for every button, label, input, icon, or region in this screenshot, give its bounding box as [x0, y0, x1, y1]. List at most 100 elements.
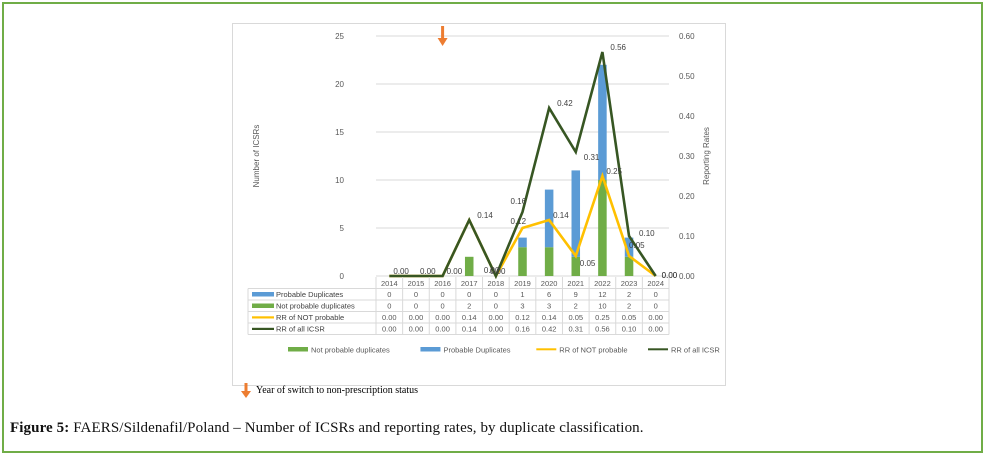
table-legend-key	[252, 292, 274, 297]
table-cell: 0.00	[435, 313, 450, 322]
y2-tick-label: 0.40	[679, 112, 695, 121]
bar-not-probable	[518, 247, 527, 276]
data-label: 0.10	[639, 229, 655, 238]
data-label: 0.00	[484, 266, 500, 275]
y2-tick-label: 0.30	[679, 152, 695, 161]
table-cell: 0	[414, 302, 418, 311]
table-cell: 0	[387, 302, 391, 311]
bar-not-probable	[598, 180, 607, 276]
line-rr-all	[389, 51, 657, 280]
data-label: 0.00	[662, 271, 678, 280]
table-cell: 0.00	[435, 325, 450, 334]
caption-text: FAERS/Sildenafil/Poland – Number of ICSR…	[69, 420, 644, 436]
y2-tick-label: 0.50	[679, 72, 695, 81]
table-cell: 0	[441, 290, 445, 299]
data-label: 0.42	[557, 99, 573, 108]
table-cell: 0	[654, 290, 658, 299]
table-cell: 0.05	[568, 313, 583, 322]
table-cell: 0.14	[542, 313, 557, 322]
legend-label: RR of NOT probable	[559, 346, 627, 355]
bar-not-probable	[624, 256, 634, 276]
data-label: 0.05	[580, 259, 596, 268]
x-tick-label: 2014	[381, 279, 398, 288]
bar-not-probable	[571, 256, 581, 276]
table-cell: 0	[494, 290, 498, 299]
data-label: 0.14	[553, 211, 569, 220]
table-cell: 0.42	[542, 325, 557, 334]
table-cell: 0.12	[515, 313, 530, 322]
table-cell: 2	[627, 302, 631, 311]
table-cell: 0.00	[489, 313, 504, 322]
down-arrow-icon	[241, 383, 251, 398]
legend-label: Probable Duplicates	[443, 346, 510, 355]
bar-probable	[518, 237, 527, 248]
y-tick-label: 5	[340, 224, 345, 233]
table-cell: 0.16	[515, 325, 530, 334]
data-label: 0.16	[511, 197, 527, 206]
table-legend-key	[252, 316, 274, 319]
table-row-label: Probable Duplicates	[276, 290, 343, 299]
table-cell: 0.00	[382, 325, 397, 334]
table-cell: 0.31	[568, 325, 583, 334]
table-row-label: Not probable duplicates	[276, 302, 355, 311]
y-tick-label: 20	[335, 80, 344, 89]
y2-tick-label: 0.60	[679, 32, 695, 41]
data-label: 0.25	[606, 167, 622, 176]
table-cell: 0.25	[595, 313, 610, 322]
data-label: 0.31	[584, 153, 600, 162]
data-label: 0.05	[629, 241, 645, 250]
table-cell: 9	[574, 290, 578, 299]
table-cell: 0	[467, 290, 471, 299]
legend-key	[536, 348, 557, 351]
y2-tick-label: 0.20	[679, 192, 695, 201]
table-cell: 2	[574, 302, 578, 311]
switch-year-arrow-head	[437, 38, 448, 46]
table-cell: 12	[598, 290, 606, 299]
y2-tick-label: 0.10	[679, 232, 695, 241]
table-cell: 0.05	[622, 313, 637, 322]
data-label: 0.00	[490, 267, 506, 276]
data-label: 0.00	[662, 271, 678, 280]
table-cell: 0.00	[409, 325, 424, 334]
table-cell: 3	[520, 302, 524, 311]
y-tick-label: 10	[335, 176, 344, 185]
x-tick-label: 2020	[541, 279, 558, 288]
bar-probable	[571, 170, 581, 257]
table-cell: 0	[441, 302, 445, 311]
bar-probable	[624, 237, 634, 257]
x-tick-label: 2024	[647, 279, 664, 288]
y-axis-title: Number of ICSRs	[252, 125, 261, 188]
x-tick-label: 2016	[434, 279, 451, 288]
table-cell: 0	[414, 290, 418, 299]
bar-not-probable	[464, 256, 474, 276]
table-cell: 1	[520, 290, 524, 299]
bar-not-probable	[544, 247, 554, 276]
chart-container: 0 5 10 15 20 25 0.00 0.10 0.20 0.30 0.40 0.50 0.60 Nu…	[232, 23, 726, 386]
table-cell: 3	[547, 302, 551, 311]
switch-year-arrow-shaft	[441, 26, 445, 39]
table-cell: 6	[547, 290, 551, 299]
table-row-label: RR of all ICSR	[276, 325, 325, 334]
table-cell: 2	[627, 290, 631, 299]
bar-probable	[598, 64, 607, 180]
y2-axis-title: Reporting Rates	[702, 127, 711, 185]
x-tick-label: 2021	[567, 279, 584, 288]
x-tick-label: 2019	[514, 279, 531, 288]
table-cell: 0.00	[409, 313, 424, 322]
bar-probable	[544, 189, 554, 248]
x-tick-label: 2023	[621, 279, 638, 288]
figure-caption: Figure 5: FAERS/Sildenafil/Poland – Numb…	[10, 420, 644, 437]
x-tick-label: 2015	[408, 279, 425, 288]
switch-note: Year of switch to non-prescription statu…	[256, 385, 419, 396]
y-tick-label: 25	[335, 32, 344, 41]
table-cell: 0.00	[489, 325, 504, 334]
legend-key	[648, 348, 668, 351]
x-tick-label: 2022	[594, 279, 611, 288]
data-label: 0.00	[393, 267, 409, 276]
table-cell: 0.00	[382, 313, 397, 322]
table-cell: 0.14	[462, 325, 477, 334]
table-cell: 0.00	[648, 325, 663, 334]
table-cell: 0	[387, 290, 391, 299]
legend-label: Not probable duplicates	[311, 346, 390, 355]
